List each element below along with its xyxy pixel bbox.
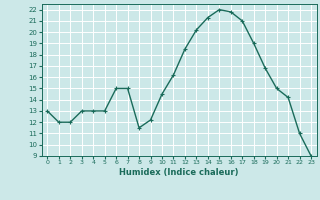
X-axis label: Humidex (Indice chaleur): Humidex (Indice chaleur)	[119, 168, 239, 177]
